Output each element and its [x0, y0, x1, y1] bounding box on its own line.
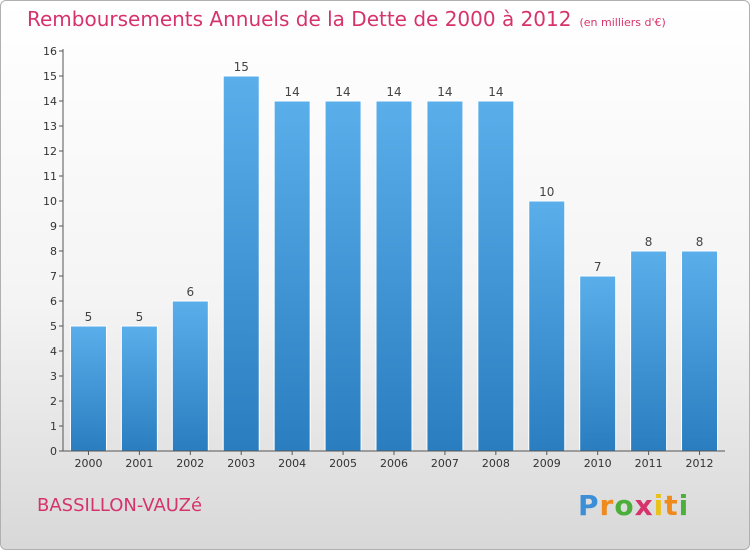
y-tick-label: 12 — [43, 145, 57, 158]
bar-2003 — [222, 75, 260, 452]
y-tick-label: 4 — [50, 345, 57, 358]
x-tick-label: 2008 — [482, 457, 510, 470]
x-tick-label: 2005 — [329, 457, 357, 470]
y-tick-label: 0 — [50, 445, 57, 458]
bar-value-label: 5 — [85, 310, 93, 324]
bar-2000 — [69, 325, 107, 452]
x-tick-label: 2004 — [278, 457, 306, 470]
bar-2008 — [477, 100, 515, 452]
y-tick-label: 13 — [43, 120, 57, 133]
bar-value-label: 6 — [186, 285, 194, 299]
bar-value-label: 7 — [594, 260, 602, 274]
x-tick-label: 2012 — [686, 457, 714, 470]
y-tick-label: 11 — [43, 170, 57, 183]
bar-value-label: 14 — [285, 85, 300, 99]
bar-value-label: 14 — [386, 85, 401, 99]
bar-value-label: 5 — [136, 310, 144, 324]
bar-value-label: 14 — [488, 85, 503, 99]
y-tick-label: 2 — [50, 395, 57, 408]
bar-value-label: 8 — [696, 235, 704, 249]
bar-2010 — [579, 275, 617, 452]
y-tick-label: 10 — [43, 195, 57, 208]
y-tick-label: 6 — [50, 295, 57, 308]
x-tick-label: 2006 — [380, 457, 408, 470]
bar-2006 — [375, 100, 413, 452]
y-tick-label: 9 — [50, 220, 57, 233]
x-tick-label: 2011 — [635, 457, 663, 470]
chart-unit: (en milliers d'€) — [579, 16, 666, 29]
bar-2004 — [273, 100, 311, 452]
x-tick-label: 2003 — [227, 457, 255, 470]
x-tick-label: 2009 — [533, 457, 561, 470]
x-tick-label: 2010 — [584, 457, 612, 470]
y-tick-label: 3 — [50, 370, 57, 383]
x-tick-label: 2007 — [431, 457, 459, 470]
x-tick-label: 2001 — [125, 457, 153, 470]
y-tick-label: 16 — [43, 45, 57, 58]
bar-value-label: 14 — [335, 85, 350, 99]
y-tick-label: 5 — [50, 320, 57, 333]
y-tick-label: 14 — [43, 95, 57, 108]
bar-2005 — [324, 100, 362, 452]
bar-2002 — [171, 300, 209, 452]
bar-value-label: 15 — [234, 60, 249, 74]
bar-2001 — [120, 325, 158, 452]
bar-value-label: 8 — [645, 235, 653, 249]
bar-2012 — [681, 250, 719, 452]
bar-2009 — [528, 200, 566, 452]
y-tick-label: 7 — [50, 270, 57, 283]
bar-2011 — [630, 250, 668, 452]
x-tick-label: 2002 — [176, 457, 204, 470]
y-tick-label: 1 — [50, 420, 57, 433]
chart-title: Remboursements Annuels de la Dette de 20… — [27, 7, 666, 31]
x-tick-label: 2000 — [74, 457, 102, 470]
chart-title-text: Remboursements Annuels de la Dette de 20… — [27, 7, 572, 31]
proxiti-logo: Proxiti — [578, 489, 690, 522]
bar-value-label: 10 — [539, 185, 554, 199]
y-tick-label: 15 — [43, 70, 57, 83]
y-tick-label: 8 — [50, 245, 57, 258]
x-axis: 2000 2001 2002 2003 2004 2005 2006 2007 2008 2009… — [63, 450, 725, 470]
bar-value-label: 14 — [437, 85, 452, 99]
place-name: BASSILLON-VAUZé — [37, 495, 203, 516]
bars: 5 5 6 15 14 14 14 14 14 10 7 8 8 — [69, 60, 719, 452]
bar-2007 — [426, 100, 464, 452]
